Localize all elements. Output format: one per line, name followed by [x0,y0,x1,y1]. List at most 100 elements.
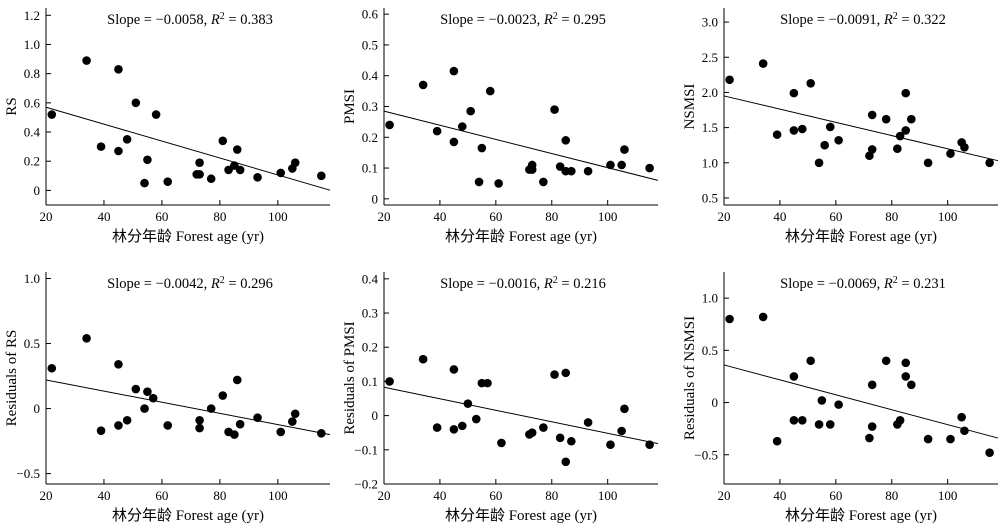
data-point [946,149,955,158]
y-tick-label: −0.1 [354,442,378,457]
data-point [820,140,829,150]
slope-r2-annotation: Slope = −0.0042, R2 = 0.296 [107,275,273,293]
data-point [550,105,559,114]
data-point [867,145,877,154]
data-point [583,166,593,176]
y-tick-label: 2.5 [702,50,718,65]
data-point [317,428,326,438]
data-point [901,358,911,368]
x-axis-title: 林分年龄 Forest age (yr) [785,228,937,245]
x-tick-label: 20 [378,209,391,224]
data-point [725,75,734,85]
x-tick-label: 80 [885,209,898,224]
data-point [497,438,506,448]
x-tick-label: 80 [213,209,226,224]
regression-line [723,364,999,439]
data-point [901,88,911,98]
x-tick-label: 60 [489,488,502,503]
x-tick-label: 80 [885,488,898,503]
data-point [195,170,204,179]
data-point [253,413,262,422]
data-point [143,387,152,396]
y-tick-label: 0.4 [362,271,379,286]
data-point [555,433,565,443]
slope-r2-annotation: Slope = −0.0058, R2 = 0.383 [107,11,273,29]
regression-line [45,379,331,436]
data-point [195,423,204,433]
data-point [485,86,495,96]
x-tick-label: 80 [213,488,226,503]
data-point [195,415,204,425]
data-point [82,56,91,65]
data-point [583,418,593,427]
data-point [946,434,955,444]
y-tick-label: 1.0 [24,271,40,286]
data-point [834,135,843,145]
data-point [617,426,626,436]
data-point [122,415,132,425]
x-tick-label: 60 [829,488,842,503]
data-point [449,66,459,76]
x-tick-label: 20 [718,209,731,224]
slope-r2-annotation: Slope = −0.0069, R2 = 0.231 [780,275,946,293]
data-point [901,126,911,135]
y-axis-title: Residuals of RS [4,330,20,427]
data-point [449,424,459,434]
data-point [817,396,827,405]
data-point [527,428,537,438]
data-point [867,110,877,120]
regression-line [383,386,659,445]
y-tick-label: 0.5 [702,343,718,358]
y-tick-label: 0.3 [362,306,378,321]
data-point [960,426,969,436]
data-point [276,168,286,178]
data-point [561,457,571,467]
data-point [385,377,394,386]
data-point [385,120,394,130]
data-point [567,166,576,176]
data-point [539,423,548,432]
data-point [645,440,654,449]
data-point [290,409,300,419]
data-point [96,142,106,151]
data-point [432,126,442,136]
x-tick-label: 80 [545,488,558,503]
x-tick-label: 40 [773,209,786,224]
x-tick-label: 40 [433,488,446,503]
y-tick-label: 0.2 [24,154,40,169]
y-tick-label: −0.2 [354,477,378,492]
data-point [806,78,815,88]
data-point [789,372,799,381]
y-tick-label: −0.5 [694,447,718,462]
x-tick-label: 20 [40,209,53,224]
x-axis-title: 林分年龄 Forest age (yr) [445,228,597,245]
x-tick-label: 60 [829,209,842,224]
data-point [474,177,484,187]
data-point [834,400,843,409]
data-point [418,80,428,90]
y-tick-label: 1.0 [702,155,718,170]
y-axis-title: Residuals of PMSI [342,321,358,434]
x-axis-title: 林分年龄 Forest age (yr) [112,228,264,245]
y-tick-label: 0.6 [362,7,379,22]
y-tick-label: 0.8 [24,66,40,81]
y-tick-label: 2.0 [702,85,718,100]
data-point [140,404,149,413]
y-tick-label: 0.2 [362,130,378,145]
data-point [471,414,481,424]
data-point [645,163,654,173]
y-tick-label: 0.1 [362,161,378,176]
data-point [606,440,615,449]
data-point [606,160,615,170]
data-point [317,171,326,181]
data-point [230,430,239,439]
x-tick-label: 100 [938,209,958,224]
data-point [923,434,933,444]
data-point [235,419,245,429]
data-point [131,384,141,394]
y-tick-label: 0.3 [362,99,378,114]
x-axis-title: 林分年龄 Forest age (yr) [112,507,264,524]
data-point [907,380,916,390]
data-point [47,363,57,373]
data-point [561,368,571,378]
